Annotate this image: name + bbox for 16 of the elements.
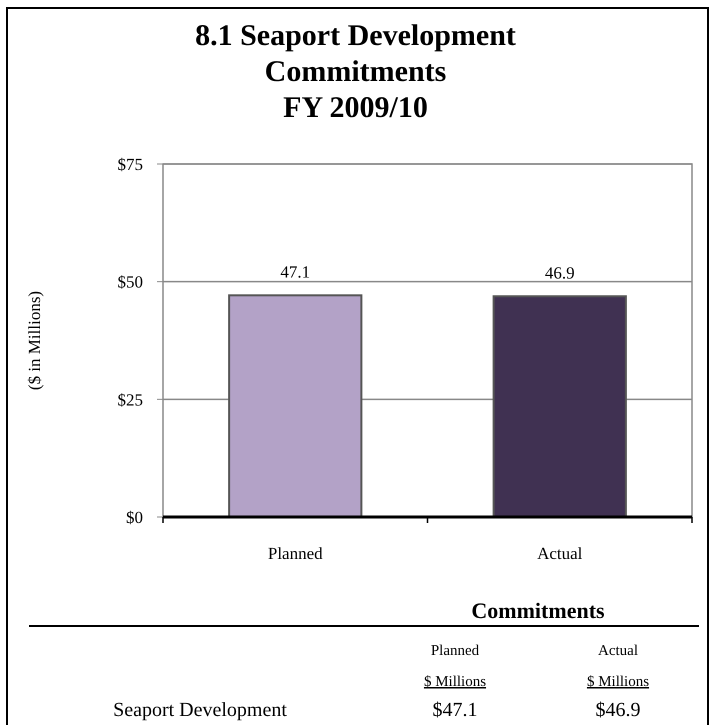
- chart-title: 8.1 Seaport Development Commitments FY 2009/10: [195, 19, 516, 124]
- y-tick-label: $25: [118, 390, 143, 410]
- text: $ Millions: [424, 674, 486, 690]
- y-tick-label: $75: [118, 154, 143, 174]
- text: Actual: [598, 643, 638, 659]
- text: $ Millions: [586, 674, 650, 690]
- y-axis-title: ($ in Millions): [25, 290, 44, 390]
- text: Seaport Development: [113, 699, 288, 721]
- text: $47.1: [432, 699, 478, 721]
- y-tick-label: $50: [118, 272, 143, 292]
- text: $46.9: [596, 699, 640, 721]
- data-label: 47.1: [280, 262, 310, 282]
- y-tick-label: $0: [126, 508, 143, 527]
- data-label: 46.9: [544, 263, 575, 282]
- text: Commitments: [471, 598, 606, 623]
- text: Planned: [430, 643, 480, 659]
